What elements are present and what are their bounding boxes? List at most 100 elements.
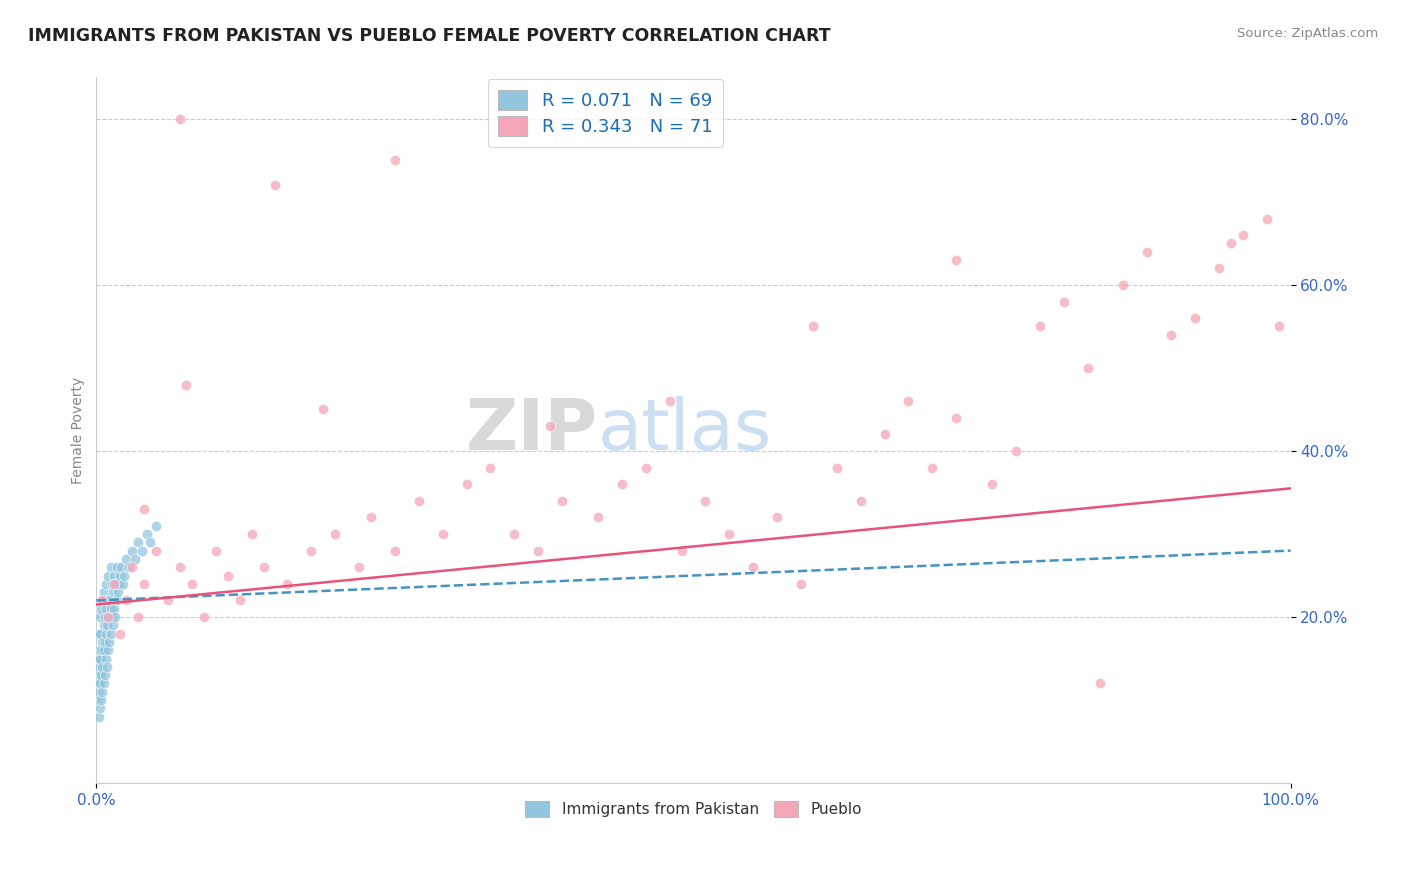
Point bbox=[1077, 361, 1099, 376]
Text: atlas: atlas bbox=[598, 396, 772, 465]
Point bbox=[408, 493, 430, 508]
Point bbox=[527, 543, 550, 558]
Point bbox=[145, 543, 167, 558]
Point bbox=[104, 610, 127, 624]
Point bbox=[86, 693, 108, 707]
Point bbox=[1267, 319, 1289, 334]
Point bbox=[156, 593, 179, 607]
Point bbox=[94, 626, 117, 640]
Point bbox=[174, 377, 197, 392]
Point bbox=[87, 651, 110, 665]
Point bbox=[97, 568, 120, 582]
Point bbox=[94, 601, 117, 615]
Point bbox=[100, 601, 122, 615]
Point bbox=[94, 651, 117, 665]
Point bbox=[89, 701, 111, 715]
Point bbox=[432, 527, 454, 541]
Point bbox=[849, 493, 872, 508]
Point bbox=[1219, 236, 1241, 251]
Point bbox=[695, 493, 717, 508]
Point bbox=[103, 601, 125, 615]
Point bbox=[93, 635, 115, 649]
Legend: Immigrants from Pakistan, Pueblo: Immigrants from Pakistan, Pueblo bbox=[517, 793, 870, 825]
Point bbox=[96, 618, 118, 632]
Point bbox=[742, 560, 765, 574]
Point bbox=[945, 253, 967, 268]
Point bbox=[1208, 261, 1230, 276]
Point bbox=[586, 510, 609, 524]
Point bbox=[193, 610, 215, 624]
Point bbox=[103, 576, 125, 591]
Point bbox=[1112, 277, 1135, 292]
Point bbox=[93, 610, 115, 624]
Point bbox=[110, 568, 132, 582]
Point bbox=[180, 576, 202, 591]
Point bbox=[93, 668, 115, 682]
Point bbox=[252, 560, 274, 574]
Point bbox=[91, 593, 114, 607]
Point bbox=[91, 593, 114, 607]
Point bbox=[347, 560, 370, 574]
Point bbox=[127, 535, 149, 549]
Point bbox=[299, 543, 322, 558]
Point bbox=[89, 676, 111, 690]
Point bbox=[86, 676, 108, 690]
Point bbox=[105, 560, 128, 574]
Point bbox=[115, 593, 138, 607]
Point bbox=[97, 643, 120, 657]
Point bbox=[91, 660, 114, 674]
Text: IMMIGRANTS FROM PAKISTAN VS PUEBLO FEMALE POVERTY CORRELATION CHART: IMMIGRANTS FROM PAKISTAN VS PUEBLO FEMAL… bbox=[28, 27, 831, 45]
Point bbox=[104, 576, 127, 591]
Point bbox=[115, 552, 138, 566]
Point bbox=[312, 402, 335, 417]
Point bbox=[117, 560, 139, 574]
Point bbox=[456, 477, 478, 491]
Point bbox=[1088, 676, 1111, 690]
Point bbox=[1160, 327, 1182, 342]
Point bbox=[108, 576, 131, 591]
Point bbox=[897, 394, 920, 409]
Point bbox=[105, 593, 128, 607]
Point bbox=[121, 543, 143, 558]
Point bbox=[145, 518, 167, 533]
Point bbox=[87, 668, 110, 682]
Point bbox=[658, 394, 681, 409]
Point bbox=[1136, 244, 1159, 259]
Point bbox=[97, 610, 120, 624]
Point bbox=[100, 560, 122, 574]
Point bbox=[276, 576, 298, 591]
Point bbox=[1256, 211, 1278, 226]
Point bbox=[228, 593, 250, 607]
Point bbox=[217, 568, 239, 582]
Point bbox=[93, 585, 115, 599]
Point bbox=[103, 568, 125, 582]
Point bbox=[87, 626, 110, 640]
Point bbox=[610, 477, 633, 491]
Point bbox=[98, 593, 121, 607]
Point bbox=[101, 618, 124, 632]
Point bbox=[107, 585, 129, 599]
Point bbox=[135, 527, 157, 541]
Point bbox=[96, 593, 118, 607]
Point bbox=[921, 460, 943, 475]
Point bbox=[89, 651, 111, 665]
Point bbox=[89, 610, 111, 624]
Point bbox=[204, 543, 226, 558]
Point bbox=[101, 610, 124, 624]
Point bbox=[801, 319, 824, 334]
Point bbox=[90, 601, 112, 615]
Point bbox=[131, 543, 153, 558]
Point bbox=[873, 427, 896, 442]
Point bbox=[134, 502, 156, 516]
Point bbox=[94, 576, 117, 591]
Text: Source: ZipAtlas.com: Source: ZipAtlas.com bbox=[1237, 27, 1378, 40]
Point bbox=[384, 153, 406, 168]
Point bbox=[981, 477, 1004, 491]
Point bbox=[139, 535, 162, 549]
Point bbox=[91, 684, 114, 698]
Point bbox=[945, 410, 967, 425]
Point bbox=[169, 560, 191, 574]
Point bbox=[110, 560, 132, 574]
Point bbox=[93, 676, 115, 690]
Point bbox=[479, 460, 502, 475]
